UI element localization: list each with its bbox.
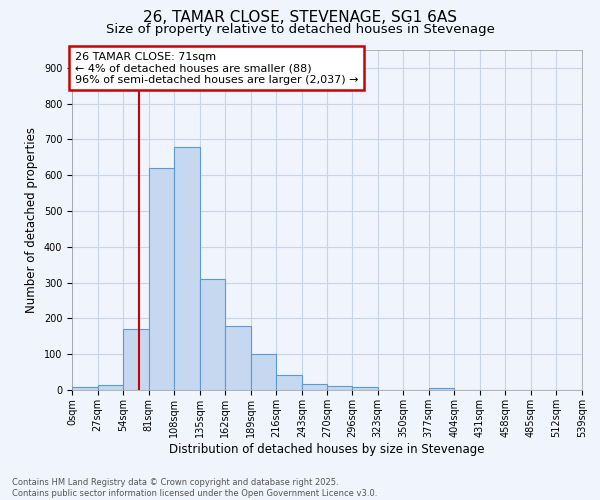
Text: Contains HM Land Registry data © Crown copyright and database right 2025.
Contai: Contains HM Land Registry data © Crown c… <box>12 478 377 498</box>
Bar <box>302 384 328 390</box>
X-axis label: Distribution of detached houses by size in Stevenage: Distribution of detached houses by size … <box>169 442 485 456</box>
Bar <box>225 326 251 390</box>
Bar <box>200 279 225 390</box>
Bar <box>251 354 277 390</box>
Bar <box>328 386 352 390</box>
Bar <box>98 385 123 390</box>
Text: 26 TAMAR CLOSE: 71sqm
← 4% of detached houses are smaller (88)
96% of semi-detac: 26 TAMAR CLOSE: 71sqm ← 4% of detached h… <box>74 52 358 85</box>
Bar <box>352 387 377 390</box>
Bar <box>174 146 200 390</box>
Bar <box>277 375 302 390</box>
Bar <box>149 168 174 390</box>
Bar <box>123 329 149 390</box>
Text: 26, TAMAR CLOSE, STEVENAGE, SG1 6AS: 26, TAMAR CLOSE, STEVENAGE, SG1 6AS <box>143 10 457 25</box>
Bar <box>429 388 454 390</box>
Bar <box>72 388 98 390</box>
Text: Size of property relative to detached houses in Stevenage: Size of property relative to detached ho… <box>106 22 494 36</box>
Y-axis label: Number of detached properties: Number of detached properties <box>25 127 38 313</box>
